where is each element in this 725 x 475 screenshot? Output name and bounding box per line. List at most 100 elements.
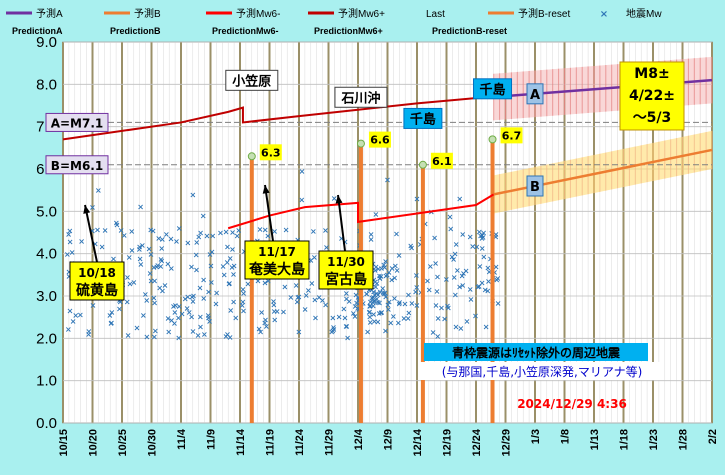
- earthquake-point: ×: [370, 301, 377, 310]
- earthquake-point: ×: [480, 229, 487, 238]
- earthquake-point: ×: [124, 273, 131, 282]
- earthquake-point: ×: [165, 327, 172, 336]
- earthquake-point: ×: [226, 279, 233, 288]
- earthquake-point: ×: [229, 245, 236, 254]
- region-label-box: [473, 78, 513, 100]
- earthquake-point: ×: [319, 296, 326, 305]
- earthquake-point: ×: [387, 318, 394, 327]
- earthquake-point: ×: [367, 318, 374, 327]
- quake-marker: [488, 135, 497, 144]
- earthquake-point: ×: [370, 287, 377, 296]
- legend-label: 地震Mw: [626, 7, 662, 20]
- earthquake-point: ×: [363, 290, 370, 299]
- earthquake-point: ×: [255, 276, 262, 285]
- x-tick-label: 12/9: [383, 429, 395, 450]
- series-tag-box: [526, 83, 544, 105]
- earthquake-point: ×: [124, 297, 131, 306]
- legend-entry: 予測B PredictionB: [104, 7, 161, 36]
- earthquake-point: ×: [77, 311, 84, 320]
- earthquake-point: ×: [309, 279, 316, 288]
- earthquake-point: ×: [188, 312, 195, 321]
- earthquake-point: ×: [371, 296, 378, 305]
- earthquake-point: ×: [418, 288, 425, 297]
- earthquake-point: ×: [424, 276, 431, 285]
- annotation-arrow-line: [84, 204, 98, 263]
- earthquake-point: ×: [444, 301, 451, 310]
- earthquake-point: ×: [125, 331, 132, 340]
- earthquake-point: ×: [66, 272, 73, 281]
- earthquake-point: ×: [354, 304, 361, 313]
- earthquake-point: ×: [454, 266, 461, 275]
- earthquake-point: ×: [67, 237, 74, 246]
- earthquake-point: ×: [175, 333, 182, 342]
- earthquake-point: ×: [459, 230, 466, 239]
- earthquake-point: ×: [66, 268, 73, 277]
- earthquake-point: ×: [414, 195, 421, 204]
- forecast-note-line: ～5/3: [633, 110, 672, 126]
- legend-entry: Last PredictionB-reset: [426, 9, 507, 36]
- earthquake-point: ×: [85, 327, 92, 336]
- earthquake-point: ×: [479, 244, 486, 253]
- earthquake-point: ×: [452, 291, 459, 300]
- earthquake-point: ×: [173, 237, 180, 246]
- quake-mag-label: 6.1: [432, 155, 452, 168]
- earthquake-point: ×: [367, 301, 374, 310]
- earthquake-point: ×: [299, 167, 306, 176]
- earthquake-point: ×: [197, 312, 204, 321]
- earthquake-point: ×: [375, 264, 382, 273]
- earthquake-point: ×: [262, 226, 269, 235]
- earthquake-point: ×: [476, 282, 483, 291]
- region-label: 小笠原: [232, 73, 271, 89]
- earthquake-point: ×: [380, 288, 387, 297]
- earthquake-point: ×: [213, 299, 220, 308]
- earthquake-point: ×: [483, 322, 490, 331]
- earthquake-point: ×: [108, 319, 115, 328]
- earthquake-point: ×: [176, 224, 183, 233]
- earthquake-point: ×: [369, 298, 376, 307]
- earthquake-point: ×: [383, 271, 390, 280]
- earthquake-point: ×: [449, 253, 456, 262]
- legend-entry: × 地震Mw: [600, 7, 663, 20]
- earthquake-point: ×: [396, 251, 403, 260]
- earthquake-point: ×: [190, 327, 197, 336]
- earthquake-point: ×: [168, 264, 175, 273]
- series-tag: A: [530, 88, 540, 103]
- earthquake-point: ×: [391, 294, 398, 303]
- earthquake-point: ×: [257, 327, 264, 336]
- earthquake-point: ×: [438, 304, 445, 313]
- note-sub-box: [420, 362, 664, 380]
- earthquake-point: ×: [370, 310, 377, 319]
- earthquake-point: ×: [67, 227, 74, 236]
- earthquake-point: ×: [330, 314, 337, 323]
- legend-entry: 予測A PredictionA: [6, 7, 63, 36]
- earthquake-point: ×: [175, 314, 182, 323]
- earthquake-point: ×: [493, 262, 500, 271]
- annotation-place: 宮古島: [325, 271, 367, 288]
- earthquake-point: ×: [118, 226, 125, 235]
- earthquake-point: ×: [441, 315, 448, 324]
- earthquake-point: ×: [472, 311, 479, 320]
- earthquake-point: ×: [197, 229, 204, 238]
- x-tick-label: 11/9: [206, 429, 218, 450]
- earthquake-point: ×: [467, 285, 474, 294]
- x-tick-label: 11/4: [176, 428, 188, 450]
- earthquake-point: ×: [372, 210, 379, 219]
- earthquake-point: ×: [331, 194, 338, 203]
- earthquake-point: ×: [224, 330, 231, 339]
- earthquake-point: ×: [197, 323, 204, 332]
- earthquake-point: ×: [434, 287, 441, 296]
- earthquake-point: ×: [208, 262, 215, 271]
- earthquake-point: ×: [151, 263, 158, 272]
- earthquake-point: ×: [184, 304, 191, 313]
- earthquake-point: ×: [453, 240, 460, 249]
- earthquake-point: ×: [171, 319, 178, 328]
- earthquake-point: ×: [271, 307, 278, 316]
- earthquake-point: ×: [413, 271, 420, 280]
- earthquake-point: ×: [270, 297, 277, 306]
- x-tick-label: 1/13: [589, 429, 601, 450]
- earthquake-point: ×: [70, 317, 77, 326]
- legend-label: Last: [426, 9, 445, 20]
- earthquake-point: ×: [256, 324, 263, 333]
- earthquake-point: ×: [235, 226, 242, 235]
